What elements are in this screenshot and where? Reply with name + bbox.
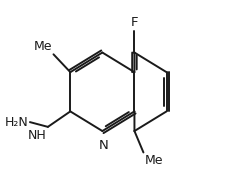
Text: F: F (131, 16, 138, 29)
Text: Me: Me (34, 40, 52, 53)
Text: NH: NH (28, 129, 47, 142)
Text: N: N (99, 139, 108, 152)
Text: Me: Me (145, 154, 163, 167)
Text: H₂N: H₂N (5, 116, 29, 129)
